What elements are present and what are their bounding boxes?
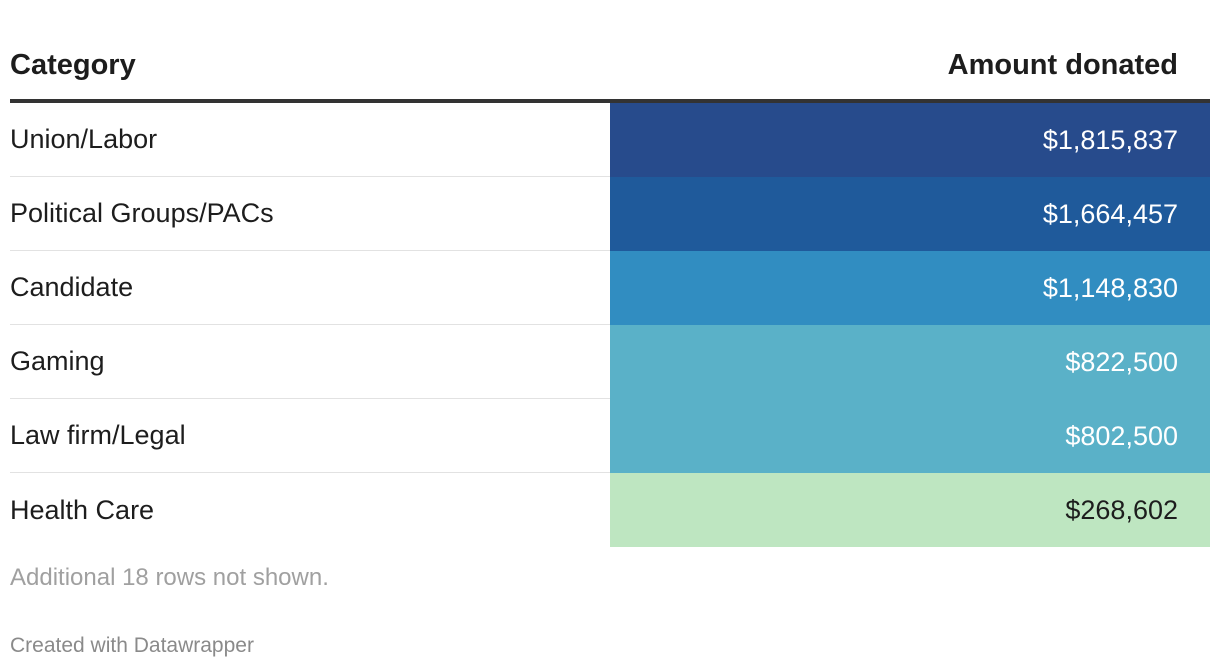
row-amount: $822,500 (610, 325, 1210, 399)
row-category: Political Groups/PACs (10, 177, 610, 251)
column-header-amount[interactable]: Amount donated (947, 49, 1178, 81)
row-category: Law firm/Legal (10, 399, 610, 473)
table-row: Union/Labor $1,815,837 (10, 103, 1210, 177)
table-row: Gaming $822,500 (10, 325, 1210, 399)
table-row: Law firm/Legal $802,500 (10, 399, 1210, 473)
rows-hidden-note: Additional 18 rows not shown. (10, 564, 329, 591)
column-header-category[interactable]: Category (10, 49, 136, 81)
table-row: Candidate $1,148,830 (10, 251, 1210, 325)
row-category: Gaming (10, 325, 610, 399)
row-category: Health Care (10, 494, 155, 525)
datawrapper-credit-link[interactable]: Created with Datawrapper (10, 634, 254, 657)
row-amount: $802,500 (610, 399, 1210, 473)
row-category: Candidate (10, 251, 610, 325)
row-amount: $1,815,837 (610, 103, 1210, 177)
row-amount: $268,602 (610, 473, 1210, 547)
row-category: Union/Labor (10, 103, 610, 177)
row-amount: $1,664,457 (610, 177, 1210, 251)
donations-table: Category Amount donated Union/Labor $1,8… (10, 30, 1210, 547)
table-row: Political Groups/PACs $1,664,457 (10, 177, 1210, 251)
table-row: Health Care $268,602 (10, 473, 1210, 547)
row-amount: $1,148,830 (610, 251, 1210, 325)
table-header: Category Amount donated (10, 30, 1210, 103)
